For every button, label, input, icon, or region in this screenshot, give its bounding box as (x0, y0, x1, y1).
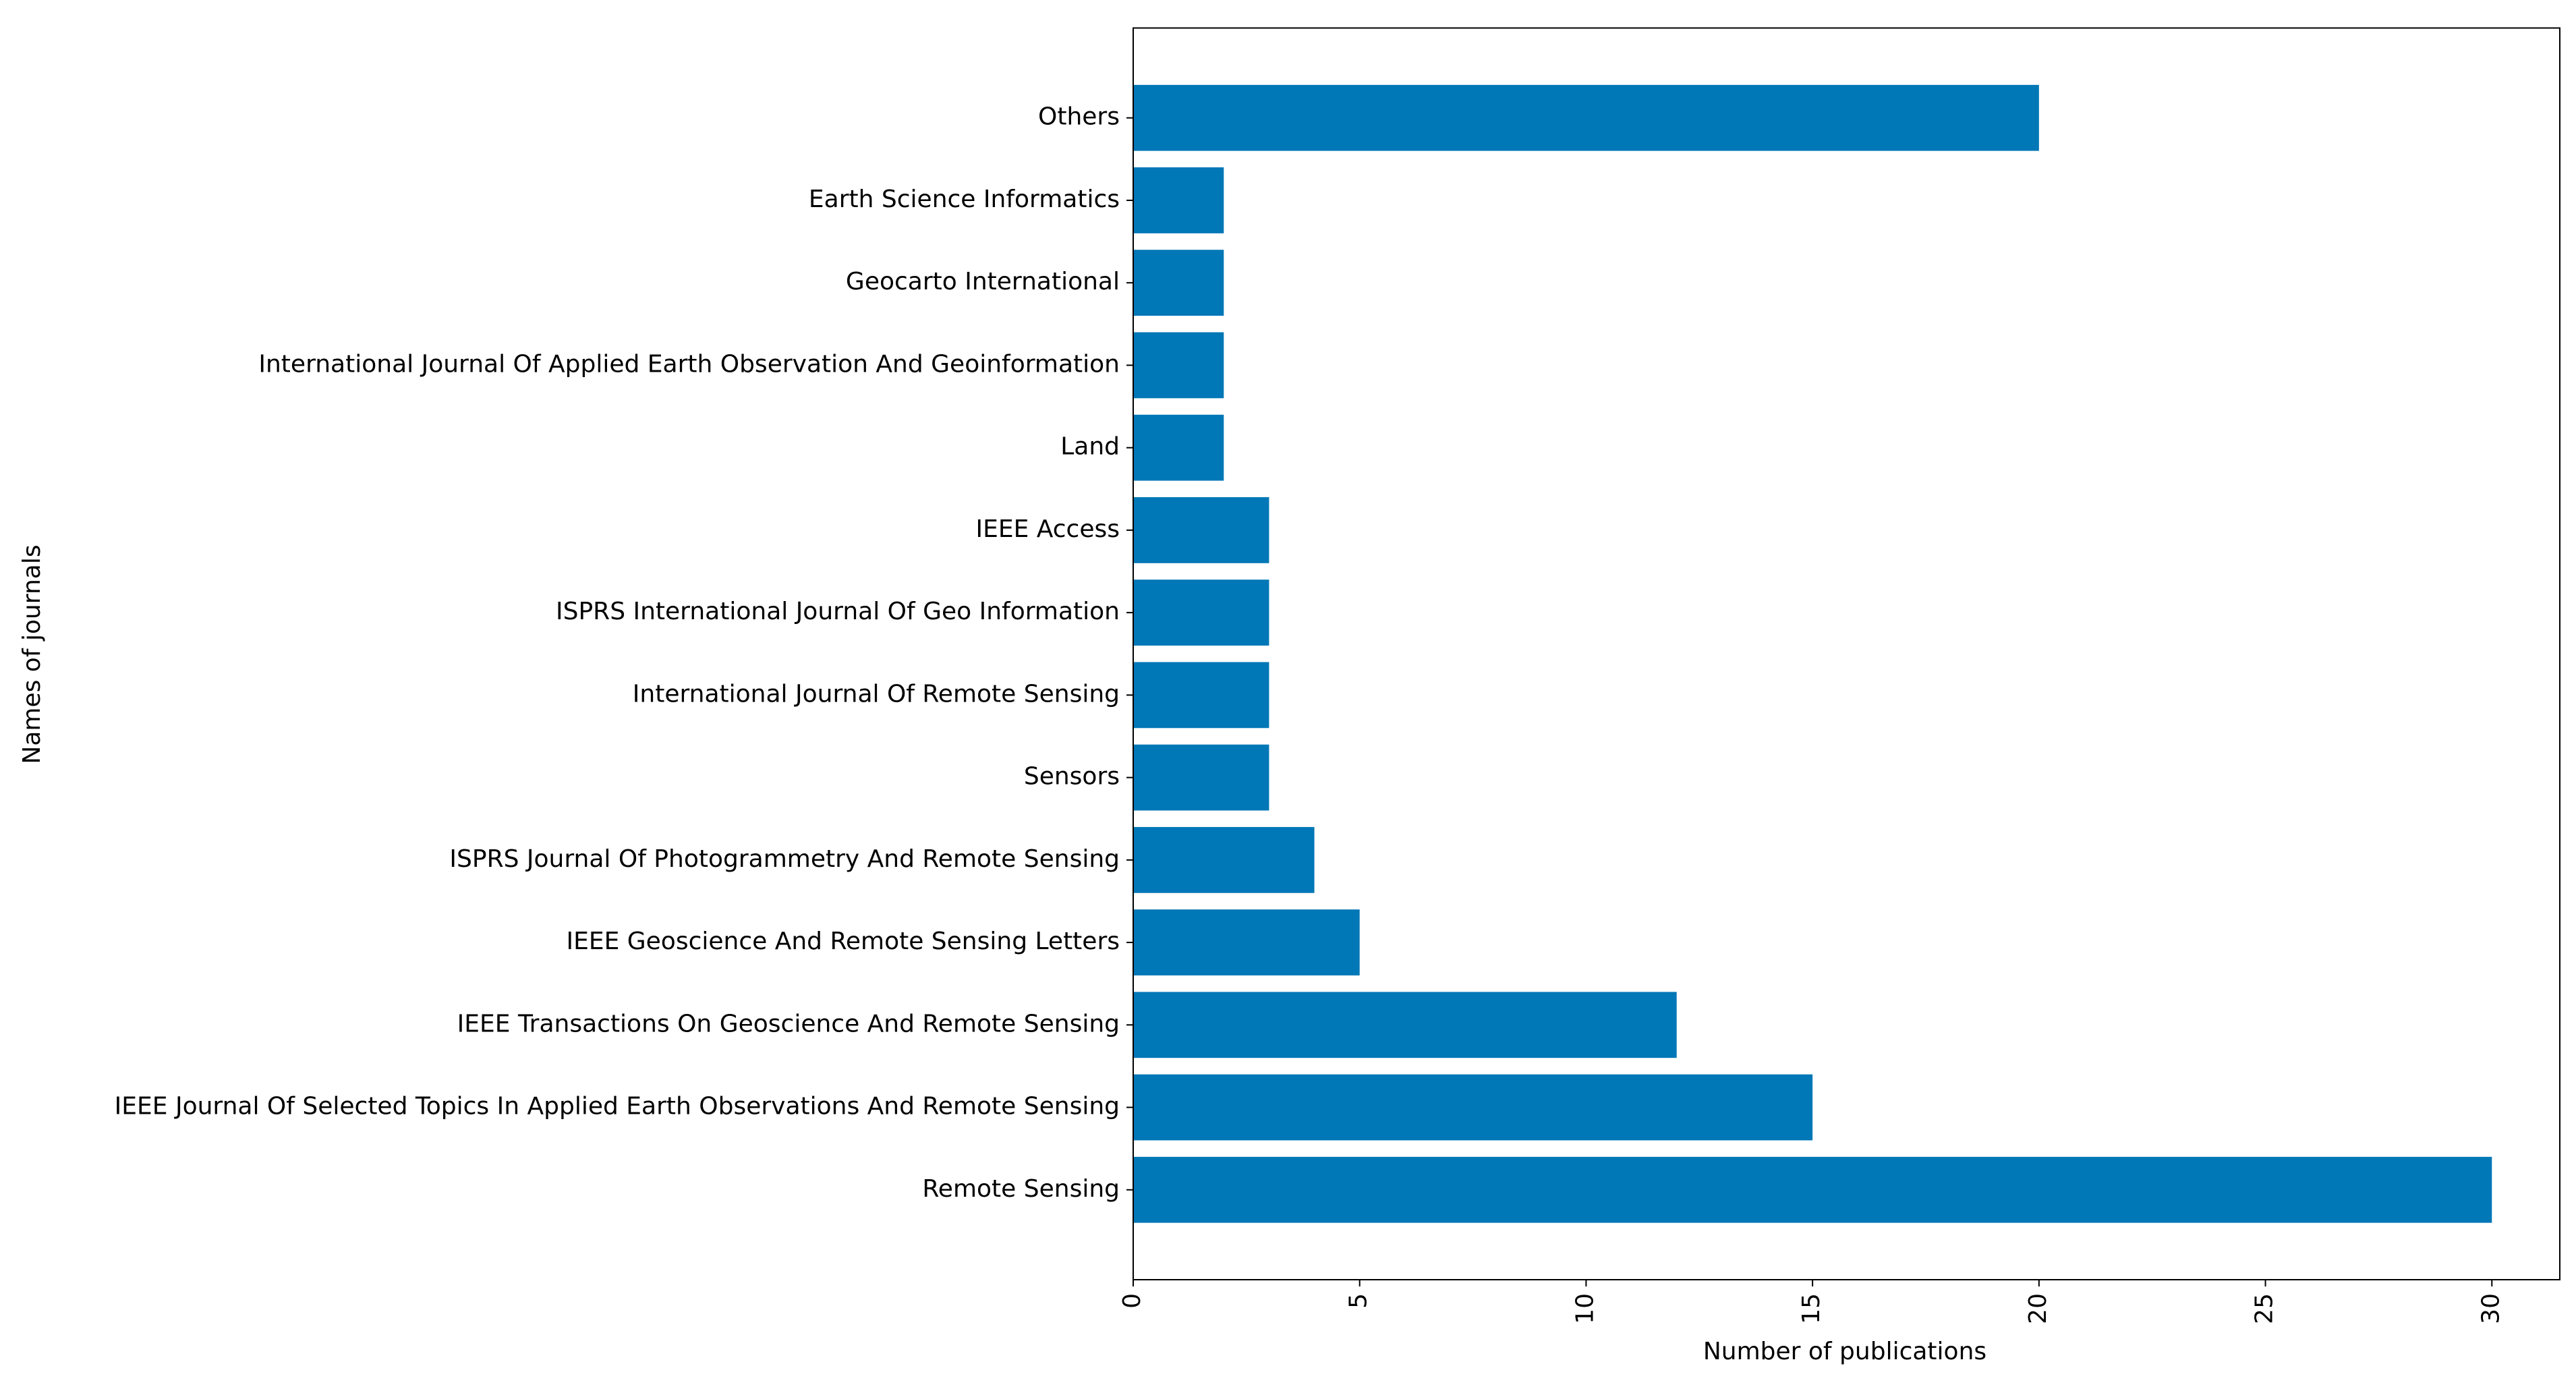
bar (1133, 167, 1224, 233)
y-axis-title: Names of journals (18, 544, 46, 764)
y-tick-label: Sensors (1024, 763, 1120, 791)
y-tick-label: IEEE Transactions On Geoscience And Remo… (457, 1010, 1120, 1038)
y-tick-label: IEEE Geoscience And Remote Sensing Lette… (566, 928, 1120, 955)
y-tick-label: ISPRS Journal Of Photogrammetry And Remo… (449, 845, 1120, 873)
y-tick-label: Earth Science Informatics (809, 186, 1120, 213)
bar (1133, 84, 2039, 151)
bar (1133, 992, 1677, 1058)
x-tick-label: 10 (1571, 1293, 1599, 1324)
plot-frame (1133, 27, 2560, 1280)
bar (1133, 909, 1360, 975)
bar (1133, 1074, 1813, 1141)
x-tick-label: 5 (1345, 1293, 1373, 1309)
bar (1133, 662, 1269, 729)
y-tick-label: IEEE Journal Of Selected Topics In Appli… (115, 1093, 1120, 1120)
bar (1133, 497, 1269, 563)
bar (1133, 744, 1269, 811)
x-tick-label: 25 (2251, 1293, 2279, 1324)
y-tick-label: Others (1038, 103, 1120, 131)
y-tick-label: International Journal Of Remote Sensing (633, 680, 1120, 708)
bar (1133, 579, 1269, 646)
bar (1133, 250, 1224, 316)
y-tick-label: Remote Sensing (922, 1175, 1120, 1203)
x-axis-title: Number of publications (1703, 1338, 1986, 1365)
y-tick-label: Geocarto International (846, 268, 1120, 295)
y-tick-label: ISPRS International Journal Of Geo Infor… (556, 598, 1120, 625)
bar (1133, 1156, 2492, 1223)
x-tick-label: 0 (1118, 1293, 1146, 1309)
x-tick-label: 15 (1798, 1293, 1825, 1324)
x-tick-label: 20 (2024, 1293, 2052, 1324)
bar (1133, 826, 1315, 893)
y-tick-label: Land (1060, 433, 1120, 461)
x-tick-label: 30 (2477, 1293, 2505, 1324)
bar (1133, 414, 1224, 481)
bar (1133, 332, 1224, 399)
y-tick-label: IEEE Access (975, 515, 1120, 543)
y-tick-label: International Journal Of Applied Earth O… (258, 350, 1120, 378)
